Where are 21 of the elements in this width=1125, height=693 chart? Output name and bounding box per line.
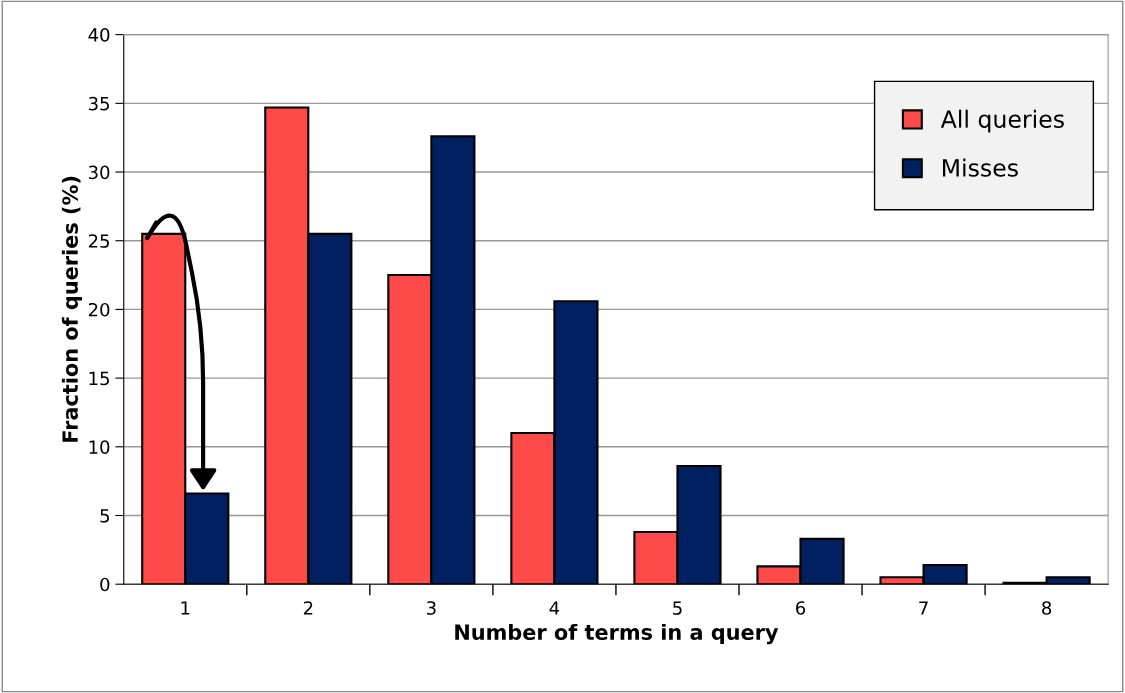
x-tick-label: 4 — [549, 601, 560, 615]
y-axis-title: Fraction of queries (%) — [61, 176, 83, 442]
x-tick-label: 3 — [427, 601, 436, 615]
y-tick-label: 5 — [100, 509, 109, 523]
legend-label: All queries — [940, 109, 1064, 133]
x-tick-label: 8 — [1042, 601, 1052, 615]
y-tick-label: 40 — [88, 28, 110, 42]
y-tick-label: 35 — [88, 96, 109, 111]
x-tick-label: 1 — [181, 601, 190, 615]
x-axis-title: Number of terms in a query — [455, 623, 779, 645]
y-tick-label: 25 — [88, 234, 109, 248]
y-tick-label: 30 — [88, 165, 110, 180]
x-tick-label: 2 — [303, 601, 313, 615]
y-tick-label: 15 — [89, 371, 109, 386]
y-tick-label: 10 — [89, 440, 110, 454]
y-tick-label: 20 — [88, 302, 110, 317]
x-tick-label: 6 — [796, 601, 806, 615]
x-tick-label: 5 — [673, 601, 682, 615]
x-tick-label: 7 — [919, 601, 928, 615]
y-tick-label: 0 — [100, 577, 110, 592]
legend-label: Misses — [942, 158, 1018, 177]
